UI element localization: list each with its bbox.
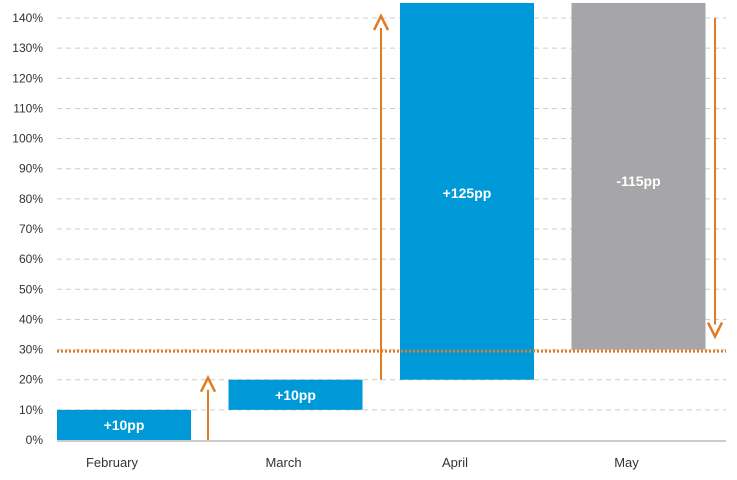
x-axis: February March April May — [86, 455, 639, 470]
bars: +10pp +10pp +125pp -115pp — [57, 2, 706, 440]
bar-march — [228, 379, 363, 410]
y-tick-label: 110% — [13, 101, 43, 115]
arrow-head — [199, 374, 217, 393]
y-tick-label: 130% — [12, 41, 43, 55]
y-tick-label: 20% — [19, 373, 43, 387]
gridlines — [57, 17, 726, 442]
bar-april — [400, 2, 534, 380]
arrow-head — [706, 321, 724, 340]
bar-may — [571, 2, 706, 350]
x-tick-label: February — [86, 455, 139, 470]
y-tick-label: 90% — [19, 162, 43, 176]
x-tick-label: April — [442, 455, 468, 470]
x-tick-label: May — [614, 455, 639, 470]
arrows — [199, 13, 724, 440]
y-tick-label: 140% — [12, 11, 43, 25]
bar-label: +10pp — [275, 387, 316, 403]
y-tick-label: 60% — [19, 252, 43, 266]
y-tick-label: 120% — [12, 71, 43, 85]
x-tick-label: March — [265, 455, 301, 470]
y-tick-label: 80% — [19, 192, 43, 206]
bar-february — [57, 409, 191, 440]
bar-label: +10pp — [104, 417, 145, 433]
y-axis: 0% 10% 20% 30% 40% 50% 60% 70% 80% 90% 100% 110% 120… — [12, 11, 43, 447]
y-tick-label: 70% — [19, 222, 43, 236]
y-tick-label: 0% — [26, 433, 44, 447]
y-tick-label: 100% — [12, 132, 43, 146]
bar-label: +125pp — [443, 185, 492, 201]
y-tick-label: 40% — [19, 312, 43, 326]
y-tick-label: 10% — [19, 403, 43, 417]
arrow-head — [372, 13, 390, 31]
y-tick-label: 30% — [19, 343, 43, 357]
bar-label: -115pp — [616, 173, 660, 189]
y-tick-label: 50% — [19, 282, 43, 296]
